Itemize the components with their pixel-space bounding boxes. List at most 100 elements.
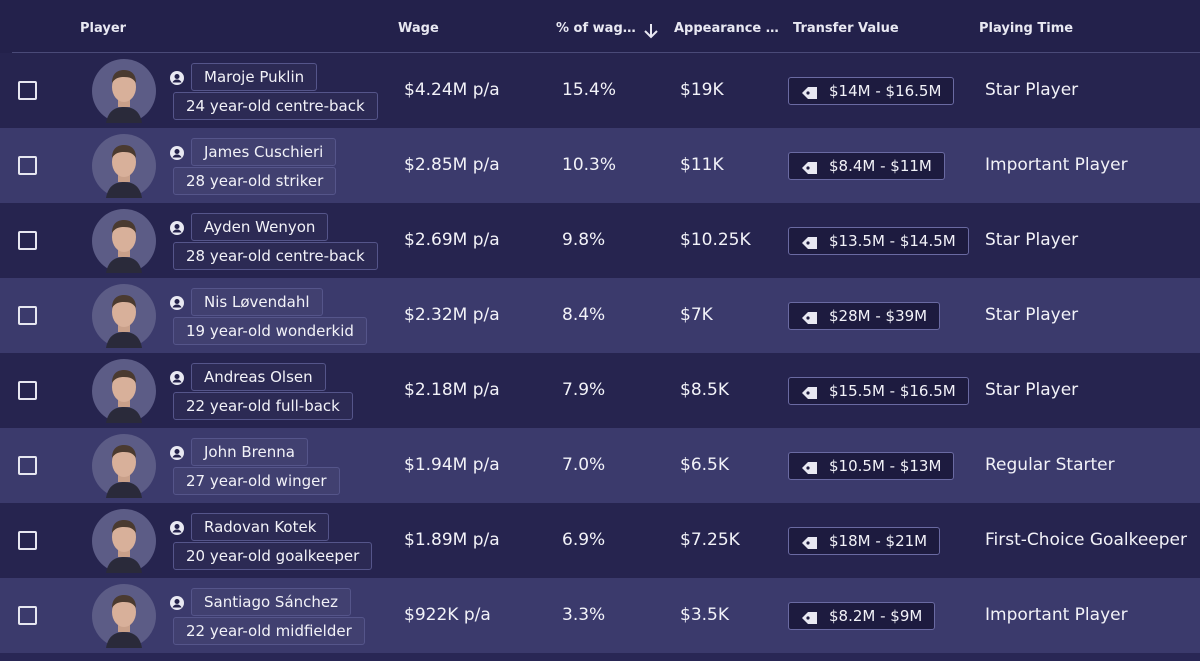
wage: $2.32M p/a: [404, 305, 500, 325]
transfer-value: $13.5M - $14.5M: [788, 227, 969, 255]
person-icon: [170, 445, 184, 460]
playing-time: Regular Starter: [985, 455, 1115, 475]
transfer-value: $28M - $39M: [788, 302, 941, 330]
player-row[interactable]: Nis Løvendahl 19 year-old wonderkid $2.32M…: [0, 278, 1200, 353]
wage-share: 9.8%: [562, 230, 606, 250]
appearance-fee: $6.5K: [680, 455, 729, 475]
transfer-value: $14M - $16.5M: [788, 77, 955, 105]
checkbox[interactable]: [18, 81, 37, 100]
wage-share: 8.4%: [562, 305, 606, 325]
column-header[interactable]: Appearance …: [674, 21, 779, 36]
player-description: 22 year-old full-back: [173, 392, 353, 420]
tag-icon: [801, 308, 821, 334]
transfer-value: $8.2M - $9M: [788, 602, 936, 630]
playing-time: Star Player: [985, 230, 1079, 250]
player-description: 24 year-old centre-back: [173, 92, 378, 120]
checkbox[interactable]: [18, 531, 37, 550]
wage-share: 3.3%: [562, 605, 606, 625]
checkbox[interactable]: [18, 231, 37, 250]
player-row[interactable]: Santiago Sánchez 22 year-old midfielder $9…: [0, 578, 1200, 653]
playing-time: First-Choice Goalkeeper: [985, 530, 1187, 550]
column-header[interactable]: % of wag…: [556, 21, 636, 36]
checkbox[interactable]: [18, 381, 37, 400]
playing-time: Important Player: [985, 155, 1128, 175]
next-row: [0, 653, 1200, 661]
player-name[interactable]: James Cuschieri: [191, 138, 337, 166]
player-name[interactable]: Santiago Sánchez: [191, 588, 352, 616]
column-header[interactable]: Transfer Value: [793, 21, 899, 36]
appearance-fee: $7.25K: [680, 530, 740, 550]
wage-share: 10.3%: [562, 155, 617, 175]
player-row[interactable]: Ayden Wenyon 28 year-old centre-back $2.69…: [0, 203, 1200, 278]
player-row[interactable]: James Cuschieri 28 year-old striker $2.85M…: [0, 128, 1200, 203]
appearance-fee: $3.5K: [680, 605, 729, 625]
player-description: 27 year-old winger: [173, 467, 340, 495]
appearance-fee: $10.25K: [680, 230, 751, 250]
column-header[interactable]: Player: [80, 21, 127, 36]
wage: $1.94M p/a: [404, 455, 500, 475]
player-name[interactable]: Nis Løvendahl: [191, 288, 323, 316]
player-avatar: [92, 584, 156, 648]
person-icon: [170, 595, 184, 610]
checkbox[interactable]: [18, 456, 37, 475]
player-row[interactable]: Maroje Puklin 24 year-old centre-back $4.2…: [0, 53, 1200, 128]
wage: $2.85M p/a: [404, 155, 500, 175]
person-icon: [170, 70, 184, 85]
player-description: 19 year-old wonderkid: [173, 317, 367, 345]
player-row[interactable]: Radovan Kotek 20 year-old goalkeeper $1.89…: [0, 503, 1200, 578]
playing-time: Star Player: [985, 380, 1079, 400]
wage-share: 7.0%: [562, 455, 606, 475]
wage: $4.24M p/a: [404, 80, 500, 100]
wage: $922K p/a: [404, 605, 491, 625]
person-icon: [170, 295, 184, 310]
transfer-value: $10.5M - $13M: [788, 452, 955, 480]
tag-icon: [801, 383, 821, 409]
player-avatar: [92, 284, 156, 348]
wage-share: 6.9%: [562, 530, 606, 550]
tag-icon: [801, 83, 821, 109]
playing-time: Star Player: [985, 305, 1079, 325]
player-name[interactable]: Ayden Wenyon: [191, 213, 329, 241]
sort-arrow[interactable]: [643, 22, 659, 40]
wage: $1.89M p/a: [404, 530, 500, 550]
wage-share: 15.4%: [562, 80, 617, 100]
appearance-fee: $19K: [680, 80, 724, 100]
player-row[interactable]: Andreas Olsen 22 year-old full-back $2.18M…: [0, 353, 1200, 428]
person-icon: [170, 370, 184, 385]
player-row[interactable]: John Brenna 27 year-old winger $1.94M p/a 7…: [0, 428, 1200, 503]
player-description: 28 year-old centre-back: [173, 242, 378, 270]
header-divider: [12, 52, 1200, 53]
checkbox[interactable]: [18, 306, 37, 325]
player-avatar: [92, 59, 156, 123]
appearance-fee: $8.5K: [680, 380, 729, 400]
person-icon: [170, 220, 184, 235]
column-header[interactable]: Wage: [398, 21, 439, 36]
player-name[interactable]: John Brenna: [191, 438, 308, 466]
transfer-value: $8.4M - $11M: [788, 152, 945, 180]
transfer-value: $15.5M - $16.5M: [788, 377, 969, 405]
player-description: 28 year-old striker: [173, 167, 337, 195]
wage: $2.69M p/a: [404, 230, 500, 250]
person-icon: [170, 520, 184, 535]
player-avatar: [92, 359, 156, 423]
player-avatar: [92, 434, 156, 498]
playing-time: Star Player: [985, 80, 1079, 100]
player-avatar: [92, 209, 156, 273]
playing-time: Important Player: [985, 605, 1128, 625]
player-name[interactable]: Radovan Kotek: [191, 513, 330, 541]
appearance-fee: $11K: [680, 155, 724, 175]
tag-icon: [801, 158, 821, 184]
tag-icon: [801, 533, 821, 559]
player-name[interactable]: Andreas Olsen: [191, 363, 326, 391]
tag-icon: [801, 608, 821, 634]
column-header[interactable]: Playing Time: [979, 21, 1074, 36]
player-name[interactable]: Maroje Puklin: [191, 63, 318, 91]
checkbox[interactable]: [18, 606, 37, 625]
player-avatar: [92, 134, 156, 198]
tag-icon: [801, 233, 821, 259]
wage-share: 7.9%: [562, 380, 606, 400]
appearance-fee: $7K: [680, 305, 713, 325]
player-avatar: [92, 509, 156, 573]
checkbox[interactable]: [18, 156, 37, 175]
